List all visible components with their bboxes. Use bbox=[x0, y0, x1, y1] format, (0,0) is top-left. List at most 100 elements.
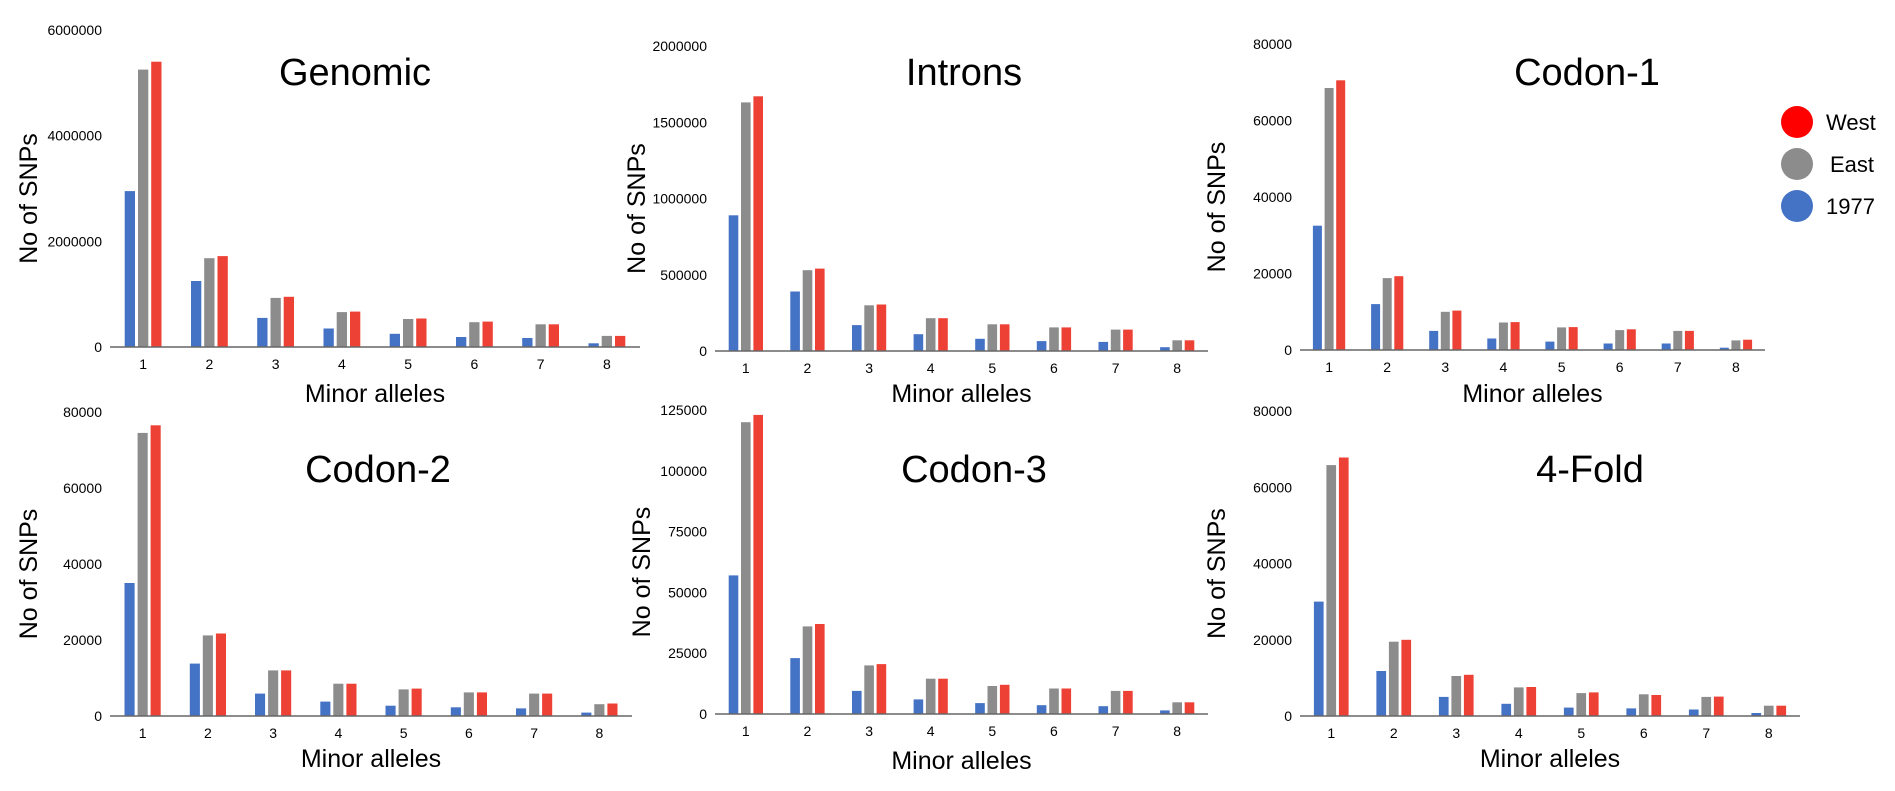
x-tick-label: 5 bbox=[1558, 359, 1566, 375]
bar-1977-8 bbox=[588, 343, 599, 347]
x-tick-label: 6 bbox=[465, 725, 473, 741]
y-tick-label: 80000 bbox=[1253, 36, 1292, 52]
y-tick-label: 6000000 bbox=[47, 22, 102, 38]
y-tick-label: 80000 bbox=[63, 404, 102, 420]
y-tick-label: 0 bbox=[1284, 342, 1292, 358]
legend-label-east: East bbox=[1830, 152, 1874, 177]
bar-1977-7 bbox=[516, 708, 527, 716]
bar-East-2 bbox=[1388, 641, 1399, 716]
bar-1977-5 bbox=[1545, 341, 1555, 350]
bar-West-3 bbox=[876, 664, 887, 714]
bar-West-8 bbox=[615, 335, 626, 347]
bar-West-6 bbox=[1061, 688, 1072, 714]
legend-swatch-east bbox=[1781, 148, 1813, 180]
x-tick-label: 1 bbox=[139, 356, 147, 372]
x-tick-label: 8 bbox=[603, 356, 611, 372]
chart-title: Codon-2 bbox=[305, 449, 451, 491]
bar-West-1 bbox=[1336, 80, 1346, 351]
bar-West-1 bbox=[150, 425, 161, 716]
bar-West-4 bbox=[346, 683, 357, 716]
bar-West-6 bbox=[1651, 695, 1662, 716]
y-tick-label: 20000 bbox=[1253, 632, 1292, 648]
bar-1977-6 bbox=[1603, 343, 1613, 350]
bar-West-5 bbox=[411, 688, 422, 716]
x-tick-label: 1 bbox=[742, 360, 750, 376]
chart-panel-2: 0 500000 1000000 1500000 2000000 1 2 3 4 5 6 7 8 Intr… bbox=[623, 38, 1208, 408]
y-axis-label: No of SNPs bbox=[15, 509, 43, 640]
bar-West-4 bbox=[1510, 322, 1520, 350]
bar-East-7 bbox=[1110, 690, 1121, 714]
bar-1977-4 bbox=[1487, 338, 1497, 350]
bar-West-2 bbox=[215, 633, 226, 716]
bar-West-2 bbox=[1401, 639, 1412, 717]
x-tick-label: 8 bbox=[1173, 360, 1181, 376]
x-tick-label: 3 bbox=[1441, 359, 1449, 375]
bar-East-4 bbox=[925, 678, 936, 714]
y-tick-label: 60000 bbox=[1253, 479, 1292, 495]
bar-1977-3 bbox=[852, 690, 862, 714]
bar-1977-4 bbox=[913, 699, 924, 714]
x-tick-label: 5 bbox=[1577, 725, 1585, 741]
bar-1977-1 bbox=[728, 575, 739, 714]
x-tick-label: 3 bbox=[272, 356, 280, 372]
bar-East-3 bbox=[1440, 311, 1450, 351]
bar-East-2 bbox=[1382, 278, 1392, 350]
bar-East-8 bbox=[1172, 340, 1182, 351]
bar-1977-6 bbox=[1036, 705, 1047, 714]
x-tick-label: 4 bbox=[338, 356, 346, 372]
chart-title: Codon-3 bbox=[901, 449, 1047, 491]
y-tick-label: 60000 bbox=[1253, 113, 1292, 129]
bar-East-3 bbox=[864, 305, 874, 352]
bar-East-5 bbox=[398, 689, 409, 716]
bar-East-7 bbox=[1110, 329, 1121, 351]
legend-label-1977: 1977 bbox=[1826, 194, 1875, 219]
x-tick-label: 7 bbox=[530, 725, 538, 741]
bar-East-1 bbox=[1326, 465, 1337, 716]
y-axis-label: No of SNPs bbox=[628, 507, 656, 638]
bar-East-1 bbox=[137, 432, 148, 716]
x-axis-label: Minor alleles bbox=[891, 380, 1031, 408]
legend-label-west: West bbox=[1826, 110, 1876, 135]
y-axis-label: No of SNPs bbox=[1203, 508, 1231, 639]
bar-West-7 bbox=[1123, 329, 1133, 351]
x-tick-label: 3 bbox=[865, 723, 873, 739]
y-tick-label: 75000 bbox=[668, 524, 707, 540]
bar-1977-1 bbox=[728, 215, 739, 351]
y-tick-label: 4000000 bbox=[47, 128, 102, 144]
bar-1977-2 bbox=[1376, 671, 1387, 716]
y-tick-label: 0 bbox=[94, 339, 102, 355]
bar-1977-5 bbox=[975, 703, 985, 714]
bar-East-5 bbox=[403, 319, 414, 347]
y-axis-label: No of SNPs bbox=[623, 143, 651, 274]
x-tick-label: 7 bbox=[1674, 359, 1682, 375]
bar-1977-3 bbox=[1438, 696, 1449, 716]
bar-East-3 bbox=[864, 665, 874, 714]
y-tick-label: 1500000 bbox=[652, 114, 707, 130]
y-tick-label: 2000000 bbox=[652, 38, 707, 54]
bar-West-8 bbox=[1743, 339, 1753, 350]
x-tick-label: 4 bbox=[1500, 359, 1508, 375]
bar-West-3 bbox=[1463, 674, 1474, 716]
bar-West-5 bbox=[999, 684, 1010, 714]
bar-1977-8 bbox=[581, 712, 592, 716]
x-tick-label: 3 bbox=[865, 360, 873, 376]
x-tick-label: 8 bbox=[1173, 723, 1181, 739]
bar-1977-4 bbox=[913, 334, 924, 351]
bar-1977-7 bbox=[1688, 709, 1699, 716]
bar-West-1 bbox=[753, 414, 763, 714]
bar-East-8 bbox=[1172, 702, 1182, 714]
bar-East-3 bbox=[268, 670, 279, 716]
bar-East-4 bbox=[1498, 322, 1508, 350]
bar-West-1 bbox=[1338, 457, 1349, 716]
bar-1977-7 bbox=[1661, 343, 1671, 350]
bar-1977-1 bbox=[124, 583, 135, 716]
bar-1977-4 bbox=[320, 701, 331, 716]
bar-1977-8 bbox=[1751, 713, 1762, 716]
chart-title: 4-Fold bbox=[1536, 449, 1644, 491]
bar-West-8 bbox=[1776, 705, 1787, 716]
chart-title: Genomic bbox=[279, 52, 431, 94]
bar-1977-2 bbox=[191, 281, 202, 347]
bar-West-8 bbox=[1184, 702, 1195, 714]
bar-1977-5 bbox=[389, 333, 400, 347]
y-tick-label: 60000 bbox=[63, 480, 102, 496]
